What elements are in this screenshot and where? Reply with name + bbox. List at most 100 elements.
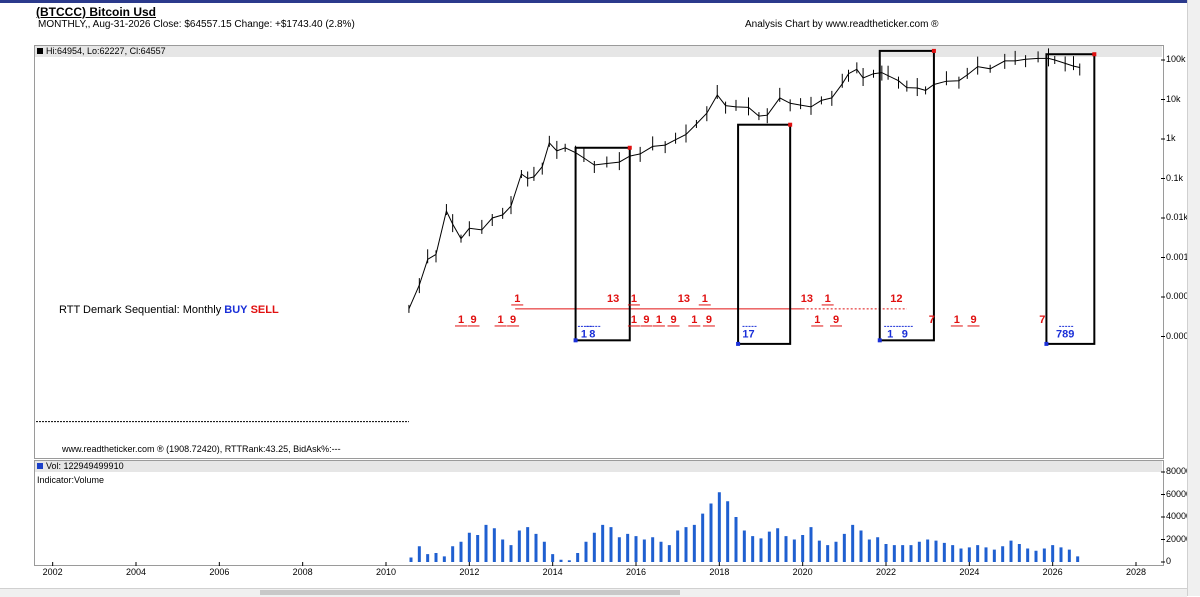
volume-bar — [984, 547, 988, 562]
panel-footer-credit: www.readtheticker.com ® (1908.72420), RT… — [62, 444, 341, 454]
volume-bar — [1059, 547, 1063, 562]
volume-bar — [434, 553, 438, 562]
volume-bar — [567, 560, 571, 562]
volume-bar — [1026, 548, 1030, 562]
buy-dot-marker — [1044, 341, 1049, 346]
sell-count-label: 1 — [498, 314, 504, 326]
volume-bar — [876, 537, 880, 562]
volume-bar — [834, 541, 838, 562]
volume-bar — [451, 546, 455, 562]
volume-bar — [951, 545, 955, 562]
volume-bar — [859, 530, 863, 562]
buy-count-label: 9 — [902, 328, 908, 340]
chart-title[interactable]: (BTCCC) Bitcoin Usd — [36, 5, 156, 19]
sell-count-label: 1 — [631, 314, 637, 326]
sell-count-label: 1 — [458, 314, 464, 326]
vertical-scrollbar[interactable] — [1187, 0, 1200, 596]
volume-y-tick-label: 600000 — [1166, 488, 1197, 499]
sell-count-label: 1 — [702, 293, 708, 305]
volume-bar — [542, 541, 546, 562]
volume-bar — [534, 533, 538, 562]
buy-count-label: 1 — [581, 328, 587, 340]
volume-bar — [701, 513, 705, 562]
sell-count-label: 9 — [470, 314, 476, 326]
volume-bar — [1042, 548, 1046, 562]
volume-bar — [517, 530, 521, 562]
buy-count-label: 17 — [742, 328, 754, 340]
volume-bar — [717, 492, 721, 562]
volume-bar — [892, 545, 896, 562]
volume-bar — [526, 527, 530, 562]
sell-count-label: 7 — [929, 314, 935, 326]
volume-bar — [734, 517, 738, 562]
legend-sell: SELL — [250, 304, 279, 316]
sell-count-label: 13 — [607, 293, 619, 305]
sell-count-label: 13 — [801, 293, 813, 305]
volume-bar — [484, 524, 488, 562]
sell-count-label: 1 — [656, 314, 662, 326]
sell-count-label: 9 — [670, 314, 676, 326]
volume-bar — [459, 541, 463, 562]
price-y-tick-label: 0.0001k — [1166, 291, 1199, 301]
price-info: Hi:64954, Lo:62227, Cl:64557 — [37, 46, 166, 56]
horizontal-scroll-thumb[interactable] — [260, 590, 680, 595]
price-y-tick-label: 0.1k — [1166, 172, 1184, 183]
x-tick-label: 2016 — [625, 567, 647, 577]
volume-info: Vol: 122949499910 — [37, 461, 124, 471]
x-tick-label: 2022 — [875, 567, 897, 577]
price-info-strip — [35, 46, 1162, 57]
x-tick-label: 2002 — [42, 567, 63, 577]
volume-y-tick-label: 0 — [1166, 556, 1172, 566]
analysis-credit: Analysis Chart by www.readtheticker.com … — [745, 19, 939, 30]
volume-bar — [784, 536, 788, 562]
volume-info-strip — [35, 461, 1162, 472]
buy-count-label: 8 — [589, 328, 595, 340]
volume-bar — [1067, 549, 1071, 562]
volume-bar — [976, 545, 980, 562]
volume-bar — [967, 547, 971, 562]
sell-dot-marker — [1092, 52, 1097, 57]
top-border — [0, 0, 1200, 3]
volume-bar — [742, 530, 746, 562]
volume-bar — [917, 541, 921, 562]
price-panel — [34, 45, 1164, 459]
volume-bar — [926, 539, 930, 562]
chart-subtitle: MONTHLY,, Aug-31-2026 Close: $64557.15 C… — [38, 19, 355, 30]
x-tick-label: 2004 — [125, 567, 147, 577]
volume-bar — [692, 524, 696, 562]
volume-bar — [759, 538, 763, 562]
volume-bar — [826, 545, 830, 562]
volume-bar — [651, 537, 655, 562]
volume-bar — [467, 532, 471, 562]
volume-bar — [934, 540, 938, 562]
volume-bar — [867, 539, 871, 562]
price-y-tick-label: 100k — [1166, 54, 1186, 64]
sell-count-label: 9 — [833, 314, 839, 326]
volume-bar — [842, 533, 846, 562]
volume-bar — [942, 542, 946, 562]
sequential-box — [737, 123, 792, 345]
volume-bar — [442, 556, 446, 562]
volume-bar — [751, 536, 755, 562]
volume-bar — [1034, 550, 1038, 562]
x-tick-label: 2014 — [542, 567, 563, 577]
sell-count-label: 9 — [706, 314, 712, 326]
sell-dot-marker — [931, 48, 936, 53]
volume-bar — [626, 533, 630, 562]
x-tick-label: 2010 — [375, 567, 397, 577]
volume-bar — [609, 527, 613, 562]
volume-bar — [576, 553, 580, 562]
volume-bar — [801, 535, 805, 562]
volume-bar — [601, 524, 605, 562]
volume-bar — [634, 536, 638, 562]
sell-dot-marker — [627, 145, 632, 150]
volume-y-tick-label: 400000 — [1166, 511, 1197, 521]
x-tick-label: 2012 — [459, 567, 480, 577]
buy-dot-marker — [877, 338, 882, 343]
volume-bar — [509, 545, 513, 562]
volume-bar — [726, 501, 730, 562]
volume-y-tick-label: 800000 — [1166, 466, 1197, 476]
volume-bar — [642, 539, 646, 562]
buy-count-label: 789 — [1056, 328, 1074, 340]
volume-bar — [559, 559, 563, 562]
